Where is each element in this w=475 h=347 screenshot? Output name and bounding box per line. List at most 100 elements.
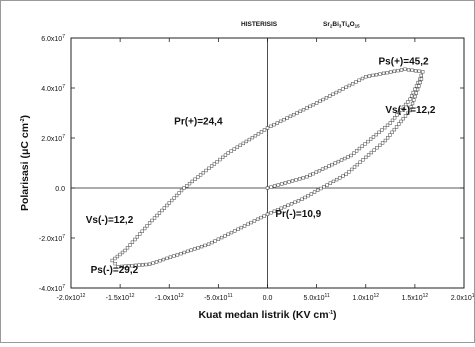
data-point-marker — [209, 164, 214, 168]
x-tick-exponent: 12 — [373, 293, 379, 299]
formula-element: O — [350, 21, 355, 28]
data-point-marker — [324, 96, 329, 100]
data-point-marker — [113, 261, 117, 266]
data-point-marker — [328, 94, 332, 98]
data-point-marker — [413, 94, 417, 99]
data-point-marker — [328, 181, 332, 185]
data-point-marker — [221, 155, 225, 160]
data-point-marker — [115, 254, 120, 259]
data-point-marker — [287, 180, 291, 184]
data-point-marker — [160, 208, 164, 213]
y-axis-label-pre: Polarisasi ( — [19, 155, 31, 212]
data-point-marker — [322, 185, 326, 189]
data-point-marker — [395, 113, 399, 117]
data-point-marker — [126, 264, 131, 268]
y-axis-label: Polarisasi (μC cm-2) — [19, 115, 31, 211]
x-tick-mantissa: -1.5x10 — [106, 295, 129, 302]
data-point-marker — [147, 221, 152, 225]
data-point-marker — [223, 234, 227, 238]
data-point-marker — [320, 167, 325, 171]
data-point-marker — [233, 229, 237, 233]
data-point-marker — [170, 198, 174, 203]
x-tick-exponent: 11 — [325, 293, 330, 299]
data-point-marker — [319, 186, 323, 191]
data-point-marker — [409, 94, 414, 98]
data-point-marker — [311, 172, 315, 176]
data-point-marker — [396, 68, 400, 73]
data-point-marker — [339, 158, 344, 162]
data-point-marker — [347, 83, 352, 88]
data-point-marker — [414, 69, 418, 73]
data-point-marker — [317, 169, 322, 173]
x-tick-mantissa: -1.0x10 — [155, 295, 178, 302]
data-point-marker — [352, 151, 356, 155]
data-point-marker — [292, 113, 296, 117]
data-point-marker — [351, 82, 355, 86]
chart-title-text: HISTERISIS — [241, 21, 278, 28]
data-point-marker — [311, 103, 316, 107]
data-point-marker — [355, 162, 359, 167]
data-point-marker — [174, 193, 179, 198]
data-point-marker — [226, 151, 230, 155]
data-point-marker — [357, 78, 361, 82]
data-point-marker — [193, 177, 197, 181]
y-tick-label: -2.0x107​ — [39, 234, 65, 243]
data-point-marker — [406, 68, 411, 72]
data-point-marker — [388, 133, 392, 137]
data-point-marker — [220, 235, 224, 240]
data-point-marker — [193, 247, 197, 251]
data-point-marker — [303, 195, 307, 200]
data-point-marker — [385, 71, 389, 75]
data-point-marker — [167, 201, 171, 205]
data-point-marker — [283, 181, 288, 185]
y-axis-label-sup: -2 — [20, 118, 26, 123]
data-point-marker — [336, 159, 341, 164]
data-point-marker — [275, 121, 279, 125]
data-point-marker — [381, 71, 386, 75]
annotation-label: Vs(+)=12,2 — [385, 105, 435, 116]
data-point-marker — [265, 126, 270, 130]
y-tick-mantissa: -2.0x10 — [39, 236, 62, 243]
data-point-marker — [412, 98, 416, 102]
data-point-marker — [177, 191, 181, 195]
data-point-marker — [318, 99, 322, 103]
formula-subscript: 3 — [339, 24, 342, 29]
data-point-marker — [120, 264, 124, 269]
y-tick-exponent: 7 — [62, 34, 65, 40]
data-point-marker — [283, 205, 287, 209]
data-point-marker — [242, 224, 247, 228]
x-tick-mantissa: 5.0x10 — [304, 295, 325, 302]
data-point-marker — [354, 80, 358, 84]
data-point-marker — [198, 173, 203, 177]
data-point-marker — [247, 137, 252, 142]
x-tick-exponent: 12 — [80, 293, 86, 299]
data-point-marker — [265, 212, 270, 216]
x-axis-label-main: Kuat medan listrik (KV cm — [198, 309, 328, 321]
y-tick-mantissa: 0.0 — [55, 186, 65, 193]
data-point-marker — [179, 252, 183, 256]
x-tick-exponent: 12 — [178, 293, 184, 299]
data-point-marker — [130, 263, 134, 268]
data-point-marker — [360, 76, 365, 81]
data-point-marker — [210, 240, 214, 245]
data-point-marker — [309, 192, 314, 196]
data-point-marker — [269, 124, 273, 128]
data-point-marker — [269, 185, 273, 189]
data-point-marker — [157, 211, 162, 215]
data-point-marker — [417, 84, 421, 88]
data-point-marker — [409, 105, 413, 109]
data-point-marker — [213, 239, 217, 243]
y-tick-mantissa: 6.0x10 — [41, 36, 62, 43]
data-point-marker — [301, 108, 306, 112]
data-point-marker — [390, 130, 394, 134]
data-point-marker — [298, 177, 302, 181]
data-point-marker — [383, 138, 388, 143]
x-tick-mantissa: 1.0x10 — [352, 295, 373, 302]
data-point-marker — [347, 170, 351, 174]
data-point-marker — [190, 179, 194, 184]
data-point-marker — [314, 101, 319, 105]
data-point-marker — [308, 104, 312, 108]
data-point-marker — [401, 117, 405, 121]
data-point-marker — [143, 226, 147, 231]
